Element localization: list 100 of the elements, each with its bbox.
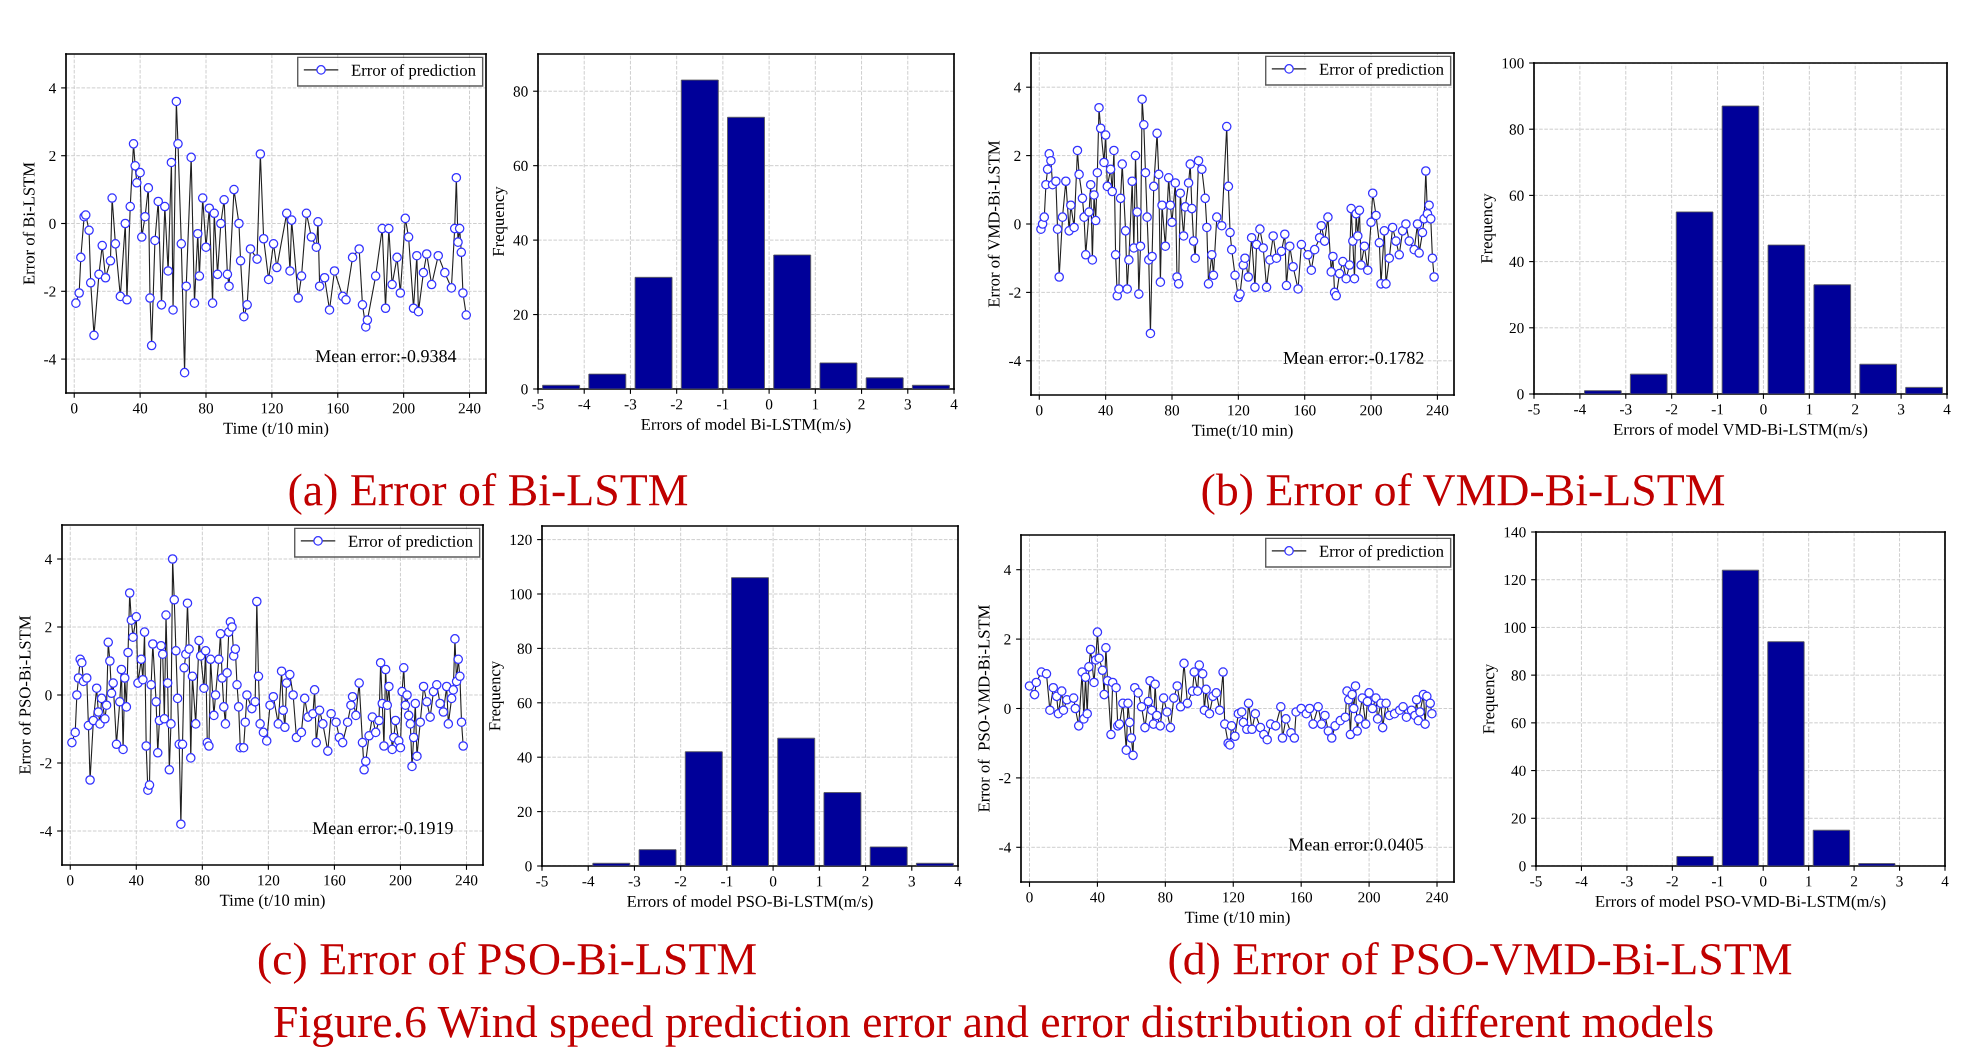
- y-tick-label: 20: [517, 806, 532, 818]
- x-tick-label: 160: [327, 403, 349, 414]
- x-tick-label: 1: [816, 876, 823, 887]
- x-tick-label: 160: [1291, 892, 1313, 903]
- x-tick-label: 240: [458, 403, 481, 414]
- y-tick-label: 100: [510, 589, 532, 600]
- x-tick-label: 0: [1759, 876, 1767, 887]
- x-tick-label: 200: [1360, 405, 1382, 416]
- x-tick-label: 160: [1294, 405, 1316, 416]
- x-axis-title: Time (t/10 min): [1184, 911, 1290, 927]
- x-tick-label: 4: [1943, 404, 1951, 415]
- x-tick-label: -1: [717, 399, 729, 410]
- y-axis-title: Frequency: [489, 660, 504, 731]
- y-tick-label: 2: [1014, 150, 1021, 161]
- y-tick-label: 60: [1509, 190, 1524, 201]
- y-tick-label: 40: [1509, 256, 1524, 268]
- y-axis-title: Error of Bi-LSTM: [22, 162, 35, 285]
- x-tick-label: 0: [71, 403, 78, 414]
- y-axis-title: Frequency: [1483, 663, 1498, 734]
- y-tick-label: 100: [1502, 58, 1524, 69]
- y-tick-label: -4: [999, 842, 1012, 853]
- y-tick-label: -2: [44, 286, 56, 297]
- x-tick-label: 240: [455, 875, 478, 886]
- y-tick-label: 0: [1517, 389, 1524, 400]
- y-tick-label: -4: [40, 826, 53, 837]
- y-tick-label: 0: [1519, 861, 1526, 872]
- x-tick-label: -1: [1711, 404, 1723, 415]
- x-axis-title: Errors of model PSO-VMD-Bi-LSTM(m/s): [1595, 895, 1886, 911]
- x-tick-label: -2: [670, 399, 683, 410]
- x-tick-label: 0: [1036, 405, 1043, 416]
- x-tick-label: 4: [1941, 876, 1949, 887]
- x-tick-label: -4: [578, 399, 591, 410]
- x-tick-label: 3: [904, 399, 911, 410]
- x-tick-label: 4: [954, 876, 962, 887]
- x-tick-label: 120: [258, 875, 280, 886]
- text: (b) Error of VMD-Bi-LSTM: [1202, 472, 1725, 516]
- y-tick-label: 0: [521, 384, 528, 395]
- y-tick-label: 40: [1511, 765, 1526, 777]
- x-tick-label: 120: [1228, 405, 1250, 416]
- x-tick-label: 3: [908, 876, 915, 887]
- x-tick-label: -2: [1666, 876, 1678, 887]
- x-tick-label: 3: [1896, 876, 1903, 887]
- x-tick-label: -5: [1530, 876, 1542, 887]
- x-tick-label: 40: [1098, 405, 1113, 416]
- y-tick-label: 80: [513, 86, 528, 97]
- y-tick-label: 40: [513, 235, 528, 246]
- x-tick-label: 2: [858, 399, 865, 410]
- annotation: Mean error:-0.1919: [312, 821, 453, 835]
- x-tick-label: 200: [392, 403, 415, 414]
- x-tick-label: 120: [261, 403, 283, 414]
- y-tick-label: 0: [45, 690, 52, 701]
- x-tick-label: -3: [628, 876, 641, 887]
- x-tick-label: -4: [582, 876, 595, 887]
- x-axis-title: Errors of model VMD-Bi-LSTM(m/s): [1613, 423, 1868, 439]
- y-tick-label: 0: [525, 861, 532, 872]
- x-tick-label: 240: [1426, 405, 1449, 416]
- y-tick-label: 80: [1511, 670, 1526, 681]
- y-tick-label: -2: [999, 773, 1011, 784]
- x-axis-title: Time (t/10 min): [219, 894, 325, 910]
- x-tick-label: -1: [721, 876, 733, 887]
- y-tick-label: 20: [1509, 322, 1524, 334]
- text: (c) Error of PSO-Bi-LSTM: [258, 941, 756, 985]
- x-tick-label: 160: [324, 875, 346, 886]
- y-axis-title: Error of PSO-VMD-Bi-LSTM: [977, 605, 990, 812]
- x-tick-label: 2: [1852, 404, 1859, 415]
- y-tick-label: -4: [1009, 356, 1022, 367]
- x-tick-label: 3: [1898, 404, 1905, 415]
- y-tick-label: 100: [1504, 622, 1526, 633]
- y-tick-label: 0: [1004, 703, 1011, 714]
- x-axis-title: Errors of model Bi-LSTM(m/s): [641, 418, 851, 434]
- x-tick-label: 240: [1426, 892, 1448, 903]
- annotation: Mean error:-0.1782: [1283, 351, 1424, 365]
- x-tick-label: 0: [1760, 404, 1767, 415]
- y-tick-label: 0: [49, 218, 56, 229]
- x-tick-label: 0: [765, 399, 773, 410]
- x-tick-label: 0: [67, 875, 74, 886]
- x-tick-label: 200: [389, 875, 412, 886]
- x-tick-label: 1: [1806, 404, 1813, 415]
- x-tick-label: -3: [624, 399, 637, 410]
- legend-label: Error of prediction: [1319, 545, 1444, 561]
- y-tick-label: -4: [44, 354, 57, 365]
- y-tick-label: 40: [517, 752, 532, 763]
- x-tick-label: 120: [1223, 892, 1245, 903]
- text: (a) Error of Bi-LSTM: [289, 472, 688, 516]
- y-tick-label: 60: [517, 697, 532, 709]
- x-tick-label: 1: [812, 399, 819, 410]
- y-axis-title: Error of VMD-Bi-LSTM: [987, 140, 1000, 308]
- y-tick-label: 120: [510, 534, 532, 546]
- text: (d) Error of PSO-VMD-Bi-LSTM: [1169, 941, 1792, 985]
- y-tick-label: 4: [48, 83, 57, 94]
- y-axis-title: Error of PSO-Bi-LSTM: [18, 615, 31, 775]
- y-tick-label: 80: [1509, 124, 1524, 135]
- legend-label: Error of prediction: [1319, 63, 1444, 79]
- legend-label: Error of prediction: [348, 535, 473, 551]
- x-tick-label: -2: [674, 876, 687, 887]
- text: Figure.6 Wind speed prediction error and error distribution of different models: [274, 1004, 1713, 1047]
- x-tick-label: -2: [1665, 404, 1678, 415]
- x-tick-label: -3: [1619, 404, 1632, 415]
- y-tick-label: 20: [1511, 813, 1526, 824]
- y-tick-label: 2: [1004, 634, 1011, 645]
